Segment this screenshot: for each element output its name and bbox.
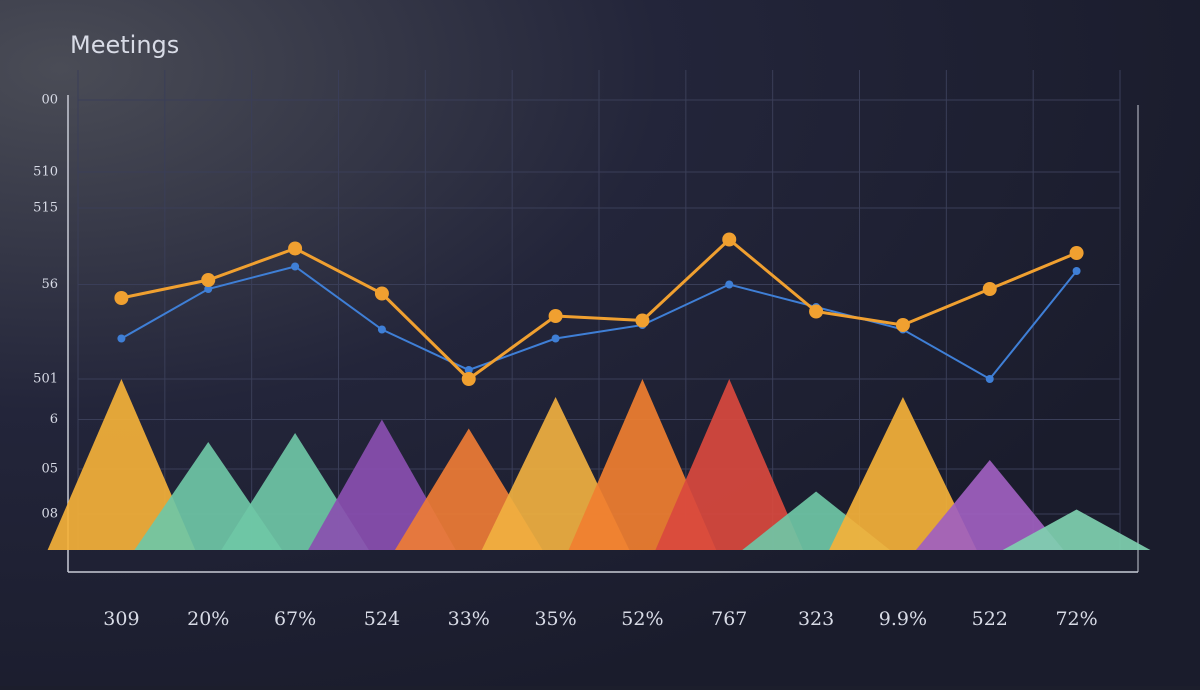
marker bbox=[895, 318, 910, 332]
x-tick-label: 767 bbox=[711, 608, 747, 630]
line bbox=[121, 237, 1078, 381]
marker bbox=[117, 334, 126, 343]
x-tick-label: 524 bbox=[364, 608, 400, 630]
line bbox=[120, 265, 1078, 381]
marker bbox=[809, 304, 824, 319]
marker bbox=[291, 262, 300, 271]
y-tick-label: 6 bbox=[50, 412, 58, 427]
marker bbox=[1072, 267, 1081, 275]
marker bbox=[288, 241, 303, 256]
marker bbox=[985, 375, 994, 383]
marker bbox=[635, 313, 650, 328]
x-tick-label: 309 bbox=[103, 608, 139, 630]
x-tick-label: 323 bbox=[798, 608, 834, 630]
marker bbox=[725, 280, 734, 289]
y-tick-label: 00 bbox=[41, 93, 58, 108]
y-tick-label: 08 bbox=[41, 507, 58, 522]
peak bbox=[655, 379, 804, 550]
peak bbox=[915, 460, 1064, 550]
y-tick-label: 05 bbox=[41, 462, 58, 477]
marker bbox=[114, 291, 129, 305]
chart-title: Meetings bbox=[70, 31, 179, 59]
marker bbox=[1069, 246, 1084, 260]
marker bbox=[461, 372, 476, 386]
x-tick-label: 20% bbox=[187, 608, 229, 630]
marker bbox=[722, 232, 737, 247]
marker bbox=[204, 285, 213, 293]
marker bbox=[982, 282, 997, 296]
marker bbox=[377, 325, 386, 334]
marker bbox=[548, 309, 563, 323]
x-tick-label: 33% bbox=[448, 608, 490, 630]
marker bbox=[201, 273, 216, 287]
x-tick-label: 522 bbox=[972, 608, 1008, 630]
x-tick-label: 52% bbox=[621, 608, 663, 630]
peak bbox=[47, 379, 196, 550]
y-tick-label: 56 bbox=[41, 277, 58, 292]
peak bbox=[1002, 509, 1151, 550]
x-tick-label: 72% bbox=[1055, 608, 1097, 630]
marker bbox=[464, 366, 473, 374]
y-tick-label: 515 bbox=[33, 201, 58, 216]
y-tick-label: 501 bbox=[33, 372, 58, 387]
marker bbox=[551, 334, 560, 343]
x-tick-label: 35% bbox=[534, 608, 576, 630]
peak bbox=[829, 397, 977, 550]
x-tick-label: 9.9% bbox=[879, 608, 927, 630]
marker bbox=[374, 286, 389, 301]
x-tick-label: 67% bbox=[274, 608, 316, 630]
y-tick-label: 510 bbox=[33, 165, 58, 180]
